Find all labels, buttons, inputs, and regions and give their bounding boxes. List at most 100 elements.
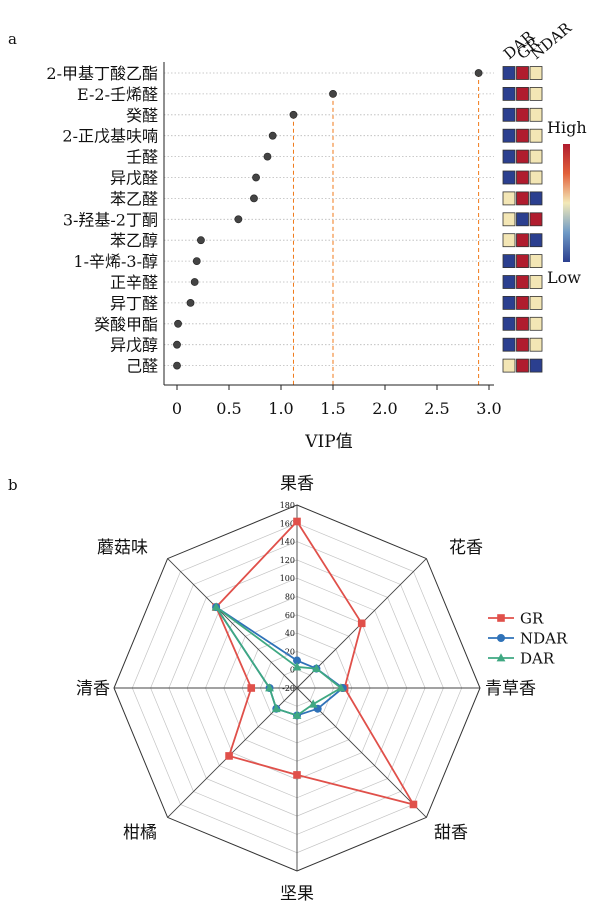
x-tick-label: 1.0 (268, 399, 293, 418)
compound-label: 苯乙醛 (110, 189, 158, 208)
heatmap-cell (502, 275, 516, 289)
guide-lines (164, 72, 494, 385)
x-tick-label: 2.5 (424, 399, 449, 418)
series-ndar (212, 603, 347, 720)
radar-spokes (114, 505, 480, 871)
compound-label: 苯乙醇 (110, 231, 158, 250)
heatmap-cell (516, 254, 529, 269)
series-marker (271, 703, 281, 713)
series-marker (292, 710, 302, 719)
heatmap-cell (502, 87, 516, 101)
heatmap-cell (516, 191, 529, 206)
heatmap-cell (529, 358, 543, 373)
series-marker (292, 662, 302, 671)
x-ticks: 0 0.5 1.0 1.5 2.0 2.5 3.0 (172, 385, 502, 418)
compound-label: 3-羟基-2丁酮 (63, 210, 158, 229)
x-tick-label: 3.0 (476, 399, 501, 418)
heatmap-cell (529, 254, 543, 269)
heatmap-cell (516, 233, 529, 248)
radar-tick-label: 100 (280, 574, 295, 583)
heatmap-cell (516, 107, 529, 122)
x-tick-label: 1.5 (320, 399, 345, 418)
compound-label: 异戊醇 (110, 336, 158, 355)
radar-tick-label: 0 (290, 666, 295, 675)
heatmap-cell (502, 170, 516, 185)
series-gr (212, 517, 418, 809)
heatmap-cell (516, 66, 529, 80)
series-marker (293, 517, 301, 526)
heatmap (502, 66, 543, 373)
panel-a-label: a (8, 30, 17, 48)
compound-label: 异丁醛 (110, 294, 158, 313)
vip-point (263, 152, 272, 161)
heatmap-cell (502, 337, 516, 352)
legend-label: DAR (520, 650, 555, 668)
radar-tick-label: 160 (280, 519, 295, 528)
heatmap-cell (516, 128, 529, 143)
heatmap-cell (502, 254, 516, 269)
heatmap-cell (529, 233, 543, 248)
vip-point (268, 131, 277, 140)
heatmap-cell (529, 275, 543, 289)
series-marker (247, 684, 256, 692)
heatmap-cell (529, 66, 543, 80)
colorbar: High Low (547, 118, 587, 287)
vip-point (190, 278, 199, 286)
vip-point (329, 90, 337, 98)
x-tick-label: 0.5 (216, 399, 241, 418)
series-marker (265, 683, 274, 692)
heatmap-cell (529, 212, 543, 227)
radar-axis-label: 坚果 (280, 884, 314, 903)
radar-tick-label: 80 (285, 593, 295, 602)
vip-point (234, 215, 243, 224)
series-marker (409, 800, 418, 809)
vip-point (192, 257, 201, 265)
series-marker (312, 663, 321, 672)
series-marker (293, 656, 301, 665)
compound-label: 癸酸甲酯 (94, 315, 158, 334)
series-marker (225, 752, 233, 760)
heatmap-cell (529, 295, 543, 310)
radar-tick-label: -20 (282, 684, 295, 693)
x-axis-label: VIP值 (304, 432, 352, 452)
vip-point (174, 319, 182, 328)
heatmap-cell (516, 358, 529, 373)
series-marker (211, 602, 221, 611)
heatmap-cell (502, 66, 516, 80)
compound-label: 1-辛烯-3-醇 (73, 252, 158, 271)
legend: GR NDAR DAR (488, 610, 568, 668)
heatmap-cell (516, 212, 529, 227)
colorbar-gradient (563, 144, 570, 262)
compound-label: 壬醛 (126, 148, 158, 167)
legend-label: GR (520, 610, 544, 628)
heatmap-cell (516, 87, 529, 101)
series-marker (336, 683, 346, 692)
radar-axis-label: 蘑菇味 (97, 538, 148, 558)
heatmap-cell (516, 337, 529, 352)
series-marker (497, 634, 505, 642)
heatmap-cell (529, 170, 543, 185)
heatmap-cell (529, 149, 543, 164)
heatmap-cell (502, 233, 516, 248)
x-tick-label: 0 (172, 399, 182, 418)
compound-label: 正辛醛 (110, 273, 158, 292)
colorbar-high-label: High (547, 118, 587, 137)
compound-label: 异戊醛 (110, 169, 158, 188)
x-axis: 0 0.5 1.0 1.5 2.0 2.5 3.0 VIP值 (163, 62, 502, 452)
radar-tick-labels: -20 0 20 40 60 80 100 120 140 160 180 (280, 501, 295, 693)
heatmap-cell (502, 358, 516, 373)
vip-point (250, 194, 258, 203)
heatmap-cell (502, 128, 516, 143)
radar-tick-label: 20 (285, 647, 295, 656)
radar-axis-label: 柑橘 (123, 823, 157, 843)
radar-axis-label: 青草香 (485, 679, 536, 699)
series-marker (496, 653, 506, 662)
radar-axis-label: 果香 (280, 474, 314, 494)
heatmap-cell (516, 170, 529, 185)
radar-tick-label: 40 (285, 629, 295, 638)
panel-b-label: b (8, 476, 18, 494)
legend-label: NDAR (520, 630, 568, 648)
